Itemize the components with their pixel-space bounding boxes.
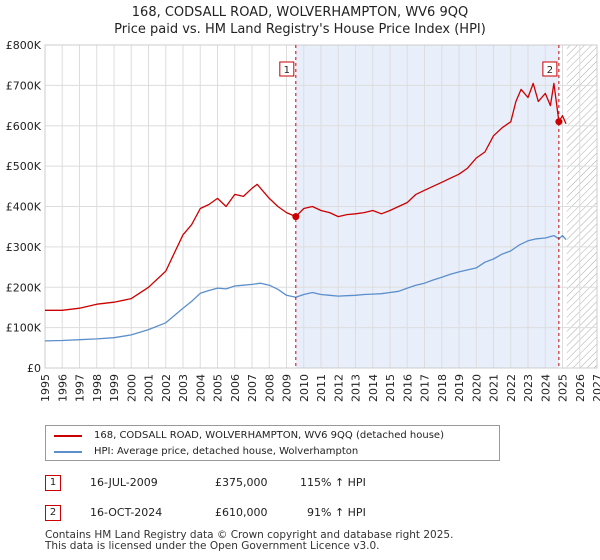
x-tick-label: 2026 [574, 374, 587, 402]
x-tick-label: 2016 [401, 374, 414, 402]
x-tick-label: 2003 [177, 374, 190, 402]
sale-point [555, 118, 563, 126]
y-tick-label: £600K [6, 120, 42, 133]
sale-point [292, 213, 300, 221]
transaction-row: 1 16-JUL-2009 £375,000 115% ↑ HPI [45, 475, 565, 495]
x-tick-label: 2007 [246, 374, 259, 402]
chart-title-line1: 168, CODSALL ROAD, WOLVERHAMPTON, WV6 9Q… [131, 5, 469, 20]
legend-swatch-property [54, 435, 82, 437]
legend-label-hpi: HPI: Average price, detached house, Wolv… [94, 446, 359, 457]
legend-label-property: 168, CODSALL ROAD, WOLVERHAMPTON, WV6 9Q… [94, 430, 444, 441]
transaction-date: 16-JUL-2009 [90, 476, 158, 489]
transaction-row: 2 16-OCT-2024 £610,000 91% ↑ HPI [45, 505, 565, 525]
transaction-hpi-change: 91% ↑ HPI [307, 506, 366, 519]
x-tick-label: 2025 [557, 374, 570, 402]
transaction-date: 16-OCT-2024 [90, 506, 163, 519]
y-tick-label: £400K [6, 201, 42, 214]
footer-line2: This data is licensed under the Open Gov… [45, 540, 380, 552]
x-tick-label: 2004 [194, 374, 207, 402]
x-tick-label: 2008 [263, 374, 276, 402]
x-tick-label: 2009 [281, 374, 294, 402]
x-tick-label: 2001 [143, 374, 156, 402]
y-tick-label: £0 [27, 362, 41, 375]
x-tick-label: 1998 [91, 374, 104, 402]
x-tick-label: 2017 [419, 374, 432, 402]
x-tick-label: 2020 [470, 374, 483, 402]
x-tick-label: 2013 [350, 374, 363, 402]
x-tick-label: 1996 [56, 374, 69, 402]
series-line-property [45, 82, 567, 311]
x-tick-label: 2022 [505, 374, 518, 402]
x-tick-label: 2011 [315, 374, 328, 402]
y-tick-label: £500K [6, 160, 42, 173]
sale-label-box [542, 61, 558, 77]
x-tick-label: 2015 [384, 374, 397, 402]
y-tick-label: £700K [6, 79, 42, 92]
footer-line1: Contains HM Land Registry data © Crown c… [45, 529, 454, 541]
y-tick-label: £800K [6, 39, 42, 52]
series-line-hpi [44, 234, 567, 342]
y-tick-label: £100K [6, 322, 42, 335]
x-tick-label: 2012 [332, 374, 345, 402]
x-tick-label: 2018 [436, 374, 449, 402]
sale-label: 1 [284, 65, 290, 76]
y-tick-label: £200K [6, 281, 42, 294]
x-tick-label: 2006 [229, 374, 242, 402]
sale-label-box [279, 61, 295, 77]
chart-legend: 168, CODSALL ROAD, WOLVERHAMPTON, WV6 9Q… [45, 425, 500, 461]
x-tick-label: 1999 [108, 374, 121, 402]
legend-item-property: 168, CODSALL ROAD, WOLVERHAMPTON, WV6 9Q… [54, 428, 444, 444]
plot-border [44, 44, 598, 369]
legend-item-hpi: HPI: Average price, detached house, Wolv… [54, 444, 358, 460]
legend-swatch-hpi [54, 451, 82, 453]
x-tick-label: 2010 [298, 374, 311, 402]
x-tick-label: 2000 [125, 374, 138, 402]
transaction-marker: 1 [45, 475, 61, 491]
transaction-marker: 2 [45, 505, 61, 521]
x-tick-label: 2002 [160, 374, 173, 402]
x-tick-label: 2019 [453, 374, 466, 402]
transaction-price: £375,000 [215, 476, 268, 489]
x-tick-label: 2023 [522, 374, 535, 402]
x-tick-label: 2027 [591, 374, 600, 402]
x-tick-label: 2014 [367, 374, 380, 402]
sale-label: 2 [547, 65, 553, 76]
x-tick-label: 1995 [39, 374, 52, 402]
x-tick-label: 1997 [74, 374, 87, 402]
y-tick-label: £300K [6, 241, 42, 254]
x-tick-label: 2021 [488, 374, 501, 402]
footer-attribution: Contains HM Land Registry data © Crown c… [45, 530, 453, 552]
transaction-price: £610,000 [215, 506, 268, 519]
price-chart: 1995 1996 1997 1998 1999 2000 2001 2002 2003 2004… [6, 39, 600, 402]
transaction-hpi-change: 115% ↑ HPI [300, 476, 366, 489]
chart-title-line2: Price paid vs. HM Land Registry's House … [114, 22, 486, 37]
x-tick-label: 2005 [212, 374, 225, 402]
x-tick-label: 2024 [539, 374, 552, 402]
